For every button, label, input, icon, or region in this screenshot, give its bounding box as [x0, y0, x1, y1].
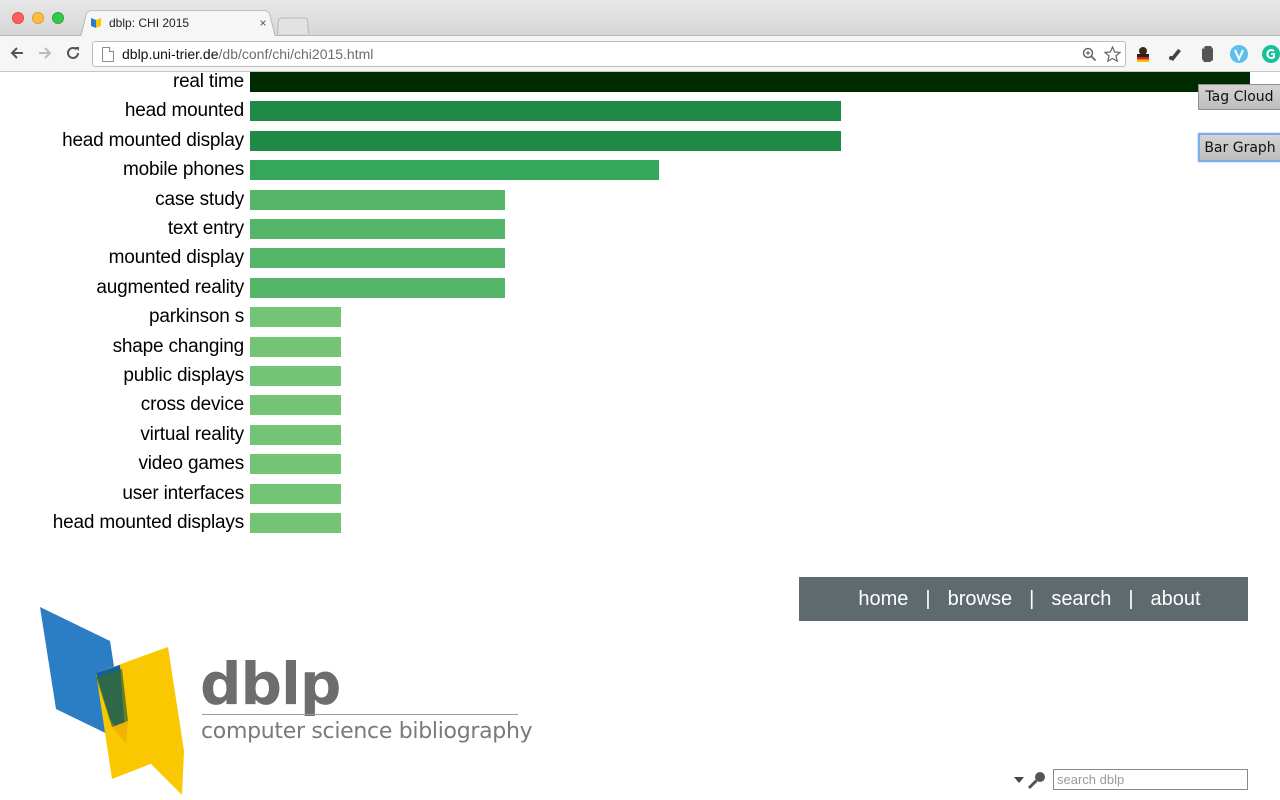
bar-label: head mounted display: [62, 129, 244, 151]
bar-label: augmented reality: [96, 276, 244, 298]
nav-about-link[interactable]: about: [1150, 587, 1201, 610]
extension-v-icon[interactable]: [1229, 44, 1249, 64]
page-icon: [102, 46, 114, 62]
magnifier-icon: [1035, 772, 1045, 782]
address-bar[interactable]: dblp.uni-trier.de/db/conf/chi/chi2015.ht…: [92, 41, 1126, 67]
extension-evernote-icon[interactable]: [1197, 44, 1217, 64]
bar-label: cross device: [140, 394, 244, 416]
search-input[interactable]: [1053, 769, 1248, 790]
footer-nav: home | browse | search | about: [799, 577, 1248, 621]
bar-graph-button[interactable]: Bar Graph: [1198, 133, 1280, 162]
minimize-window-button[interactable]: [32, 12, 44, 24]
bar-label: public displays: [123, 365, 244, 386]
tab-title: dblp: CHI 2015: [109, 16, 190, 30]
bar[interactable]: [250, 72, 1250, 92]
bar[interactable]: [250, 336, 341, 357]
bar[interactable]: [250, 277, 505, 298]
chevron-down-icon: [1014, 777, 1024, 783]
nav-home-link[interactable]: home: [858, 587, 909, 610]
logo-divider: [202, 714, 518, 715]
back-arrow-icon[interactable]: [6, 42, 28, 64]
tab-close-icon[interactable]: ×: [259, 16, 267, 30]
nav-browse-link[interactable]: browse: [947, 587, 1013, 610]
bar[interactable]: [250, 366, 341, 386]
nav-separator: |: [1128, 587, 1134, 610]
bar[interactable]: [250, 101, 841, 122]
bar[interactable]: [250, 307, 341, 328]
bar[interactable]: [250, 248, 505, 269]
forward-arrow-icon[interactable]: [34, 42, 56, 64]
bar[interactable]: [250, 160, 659, 181]
url-host: dblp.uni-trier.de: [122, 46, 219, 62]
bar[interactable]: [250, 189, 505, 210]
url-text[interactable]: dblp.uni-trier.de/db/conf/chi/chi2015.ht…: [122, 46, 1079, 62]
bar-label: virtual reality: [140, 423, 244, 445]
browser-tab-content[interactable]: dblp: CHI 2015 ×: [90, 13, 270, 33]
search-options-dropdown[interactable]: [1013, 770, 1049, 790]
bar-label: real time: [172, 71, 244, 92]
bar[interactable]: [250, 424, 341, 445]
bar-label: user interfaces: [122, 482, 244, 504]
dblp-logo-icon[interactable]: [36, 603, 526, 798]
bar[interactable]: [250, 219, 505, 239]
nav-separator: |: [925, 587, 931, 610]
zoom-icon[interactable]: [1079, 44, 1099, 64]
bar-label: video games: [138, 453, 244, 475]
bar[interactable]: [250, 395, 341, 416]
bar-label: head mounted displays: [52, 512, 244, 533]
maximize-window-button[interactable]: [52, 12, 64, 24]
bar-label: mounted display: [108, 247, 245, 269]
url-path: /db/conf/chi/chi2015.html: [218, 46, 374, 62]
bar-label: head mounted: [124, 100, 244, 122]
new-tab-button[interactable]: [277, 17, 309, 34]
extension-pen-icon[interactable]: [1165, 44, 1185, 64]
nav-search-link[interactable]: search: [1051, 587, 1112, 610]
bar[interactable]: [250, 513, 341, 533]
browser-toolbar: dblp.uni-trier.de/db/conf/chi/chi2015.ht…: [0, 36, 1280, 72]
logo-wordmark: dblp: [200, 650, 341, 718]
browser-titlebar: dblp: CHI 2015 ×: [0, 0, 1280, 38]
bar[interactable]: [250, 130, 841, 151]
bar-label: shape changing: [112, 335, 245, 357]
bar-label: mobile phones: [123, 159, 244, 181]
tag-cloud-button[interactable]: Tag Cloud: [1198, 84, 1280, 110]
close-window-button[interactable]: [12, 12, 24, 24]
bar-label: case study: [155, 188, 244, 210]
logo-tagline: computer science bibliography: [201, 719, 533, 744]
dblp-favicon-icon: [90, 17, 102, 29]
extension-flag-icon[interactable]: [1133, 44, 1153, 64]
bar[interactable]: [250, 454, 341, 475]
reload-icon[interactable]: [62, 42, 84, 64]
keyword-bar-chart: real time head mounted head mounted displa…: [0, 71, 1260, 542]
bar[interactable]: [250, 483, 341, 504]
nav-separator: |: [1029, 587, 1035, 610]
bookmark-star-icon[interactable]: [1102, 44, 1122, 64]
extension-grammarly-icon[interactable]: [1261, 44, 1280, 64]
bar-label: parkinson s: [149, 306, 244, 328]
bar-label: text entry: [167, 218, 244, 239]
